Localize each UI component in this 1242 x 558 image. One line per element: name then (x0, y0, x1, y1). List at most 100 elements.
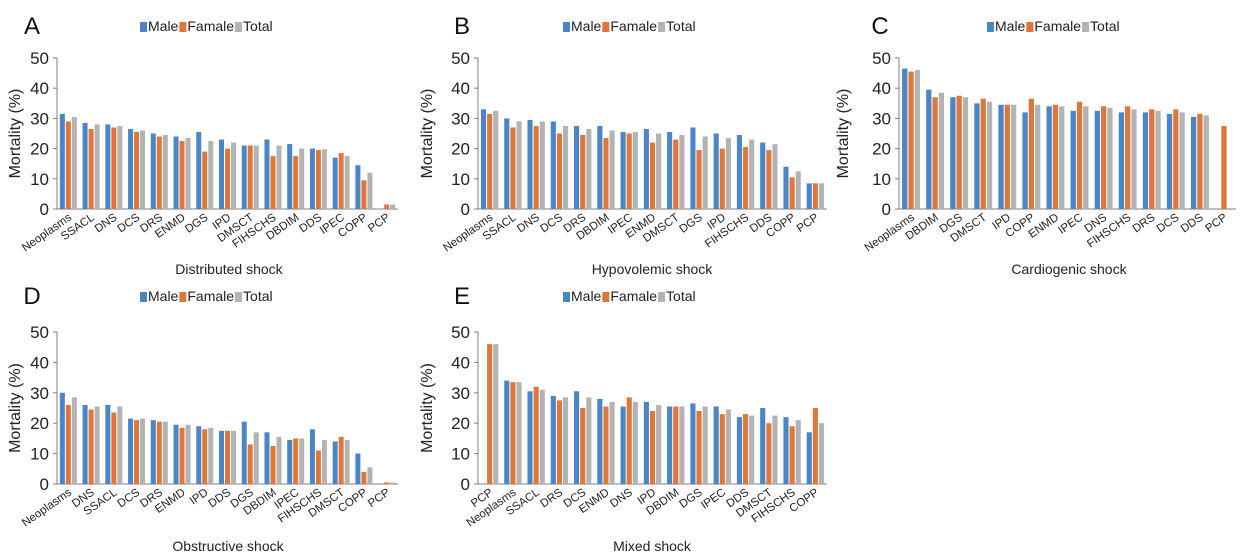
bar-total-dds (772, 144, 778, 209)
bar-famale-ssacl (533, 386, 539, 484)
chart-panel-b: B Male Famale Total 0 10 20 30 40 50 Mortality (%)… (419, 13, 827, 277)
legend: Male Famale Total (987, 18, 1120, 34)
bar-total-enmd (656, 133, 662, 209)
legend-swatch-0 (140, 22, 147, 32)
bar-total-dcs (586, 397, 592, 484)
bar-total-dmsct (344, 439, 350, 484)
bar-male-ssacl (504, 118, 510, 209)
y-tick-label: 30 (30, 384, 49, 403)
legend: Male Famale Total (140, 288, 273, 304)
bar-male-enmd (1046, 106, 1052, 209)
x-tick-label: DNS (608, 486, 635, 510)
bar-famale-neoplasms (65, 121, 71, 209)
bar-male-dds (218, 430, 224, 484)
y-tick-label: 20 (30, 140, 49, 159)
bar-famale-ipd (649, 411, 656, 484)
bar-famale-ssacl (88, 128, 94, 209)
legend-label-0: Male (571, 288, 602, 304)
y-tick-label: 0 (882, 200, 891, 219)
chart-panel-a: A Male Famale Total 0 10 20 30 40 50 Mortality (%)… (7, 13, 398, 277)
bar-famale-drs (156, 421, 162, 484)
bar-male-copp (783, 166, 789, 209)
bar-male-dds (760, 142, 766, 209)
y-tick-label: 30 (451, 384, 470, 403)
bar-total-ipec (299, 438, 305, 484)
x-tick-label: DNS (515, 211, 542, 235)
x-tick-label: DCS (1155, 211, 1182, 235)
legend-label-2: Total (1090, 18, 1120, 34)
bar-famale-ssacl (111, 412, 117, 484)
bar-famale-dcs (134, 420, 140, 484)
bar-male-neoplasms (59, 113, 65, 209)
y-tick-label: 40 (451, 79, 470, 98)
y-tick-label: 50 (30, 323, 49, 342)
bar-male-dmsct (332, 441, 338, 484)
bar-famale-dmsct (980, 98, 986, 209)
bar-male-dds (1190, 116, 1197, 209)
bar-famale-neoplasms (510, 382, 516, 484)
bar-male-dbdim (597, 125, 603, 209)
bar-total-enmd (609, 401, 615, 484)
legend-swatch-0 (987, 22, 994, 32)
bar-male-copp (1022, 112, 1028, 209)
y-axis-label: Mortality (%) (7, 363, 24, 453)
bar-famale-neoplasms (65, 404, 71, 484)
legend-label-2: Total (243, 288, 273, 304)
bar-famale-enmd (179, 427, 185, 484)
bar-famale-dcs (580, 408, 586, 484)
bar-male-ipec (620, 131, 626, 209)
panel-title: Obstructive shock (172, 538, 284, 554)
bar-male-dgs (241, 421, 247, 484)
y-tick-label: 0 (461, 200, 470, 219)
bar-male-pcp (806, 183, 812, 209)
y-axis-label: Mortality (%) (835, 89, 852, 179)
legend-label-2: Total (666, 18, 696, 34)
bar-total-ssacl (539, 389, 545, 484)
x-tick-label: DCS (538, 211, 565, 235)
y-axis-label: Mortality (%) (419, 363, 436, 453)
bar-total-dbdim (679, 406, 685, 484)
legend-swatch-2 (658, 22, 666, 32)
x-tick-label: PCP (366, 211, 393, 235)
bar-famale-copp (361, 471, 367, 484)
legend-swatch-1 (602, 292, 610, 302)
bar-famale-pcp (384, 482, 390, 484)
y-tick-label: 0 (40, 475, 49, 494)
legend-label-2: Total (243, 18, 273, 34)
legend-swatch-2 (235, 292, 243, 302)
bar-famale-dmsct (673, 139, 679, 209)
bars (480, 109, 825, 209)
bar-total-drs (162, 421, 168, 484)
y-tick-label: 30 (872, 109, 891, 128)
bar-total-drs (562, 397, 569, 484)
bar-total-ssacl (516, 121, 522, 209)
bar-male-dgs (196, 131, 202, 209)
bar-total-dmsct (986, 101, 993, 209)
bar-famale-ipec (338, 153, 344, 209)
y-tick-label: 50 (872, 49, 891, 68)
bar-total-dns (539, 121, 545, 209)
legend-label-1: Famale (187, 18, 234, 34)
bar-famale-drs (556, 400, 562, 484)
bar-male-copp (806, 432, 812, 484)
bar-total-ipd (231, 142, 237, 209)
bar-total-pcp (818, 183, 825, 209)
bar-male-ipec (713, 406, 719, 484)
bar-male-dbdim (926, 89, 932, 209)
bar-male-fihschs (309, 429, 315, 484)
bar-famale-fihschs (743, 147, 749, 209)
bar-male-ipd (196, 426, 202, 484)
bar-famale-dbdim (932, 97, 938, 209)
bar-famale-copp (1028, 98, 1035, 209)
chart-panel-e: E Male Famale Total 0 10 20 30 40 50 Mortality (%)… (419, 283, 827, 554)
bar-famale-ipec (293, 438, 299, 484)
bar-famale-dcs (556, 133, 562, 209)
y-tick-label: 10 (451, 170, 470, 189)
bar-male-fihschs (1118, 112, 1125, 209)
bar-famale-fihschs (315, 450, 321, 484)
legend-label-0: Male (148, 18, 179, 34)
chart-panel-d: D Male Famale Total 0 10 20 30 40 50 Mortality (%)… (7, 283, 398, 554)
bar-male-fihschs (783, 417, 789, 484)
bar-total-ssacl (94, 124, 100, 209)
panel-letter: D (23, 283, 40, 310)
